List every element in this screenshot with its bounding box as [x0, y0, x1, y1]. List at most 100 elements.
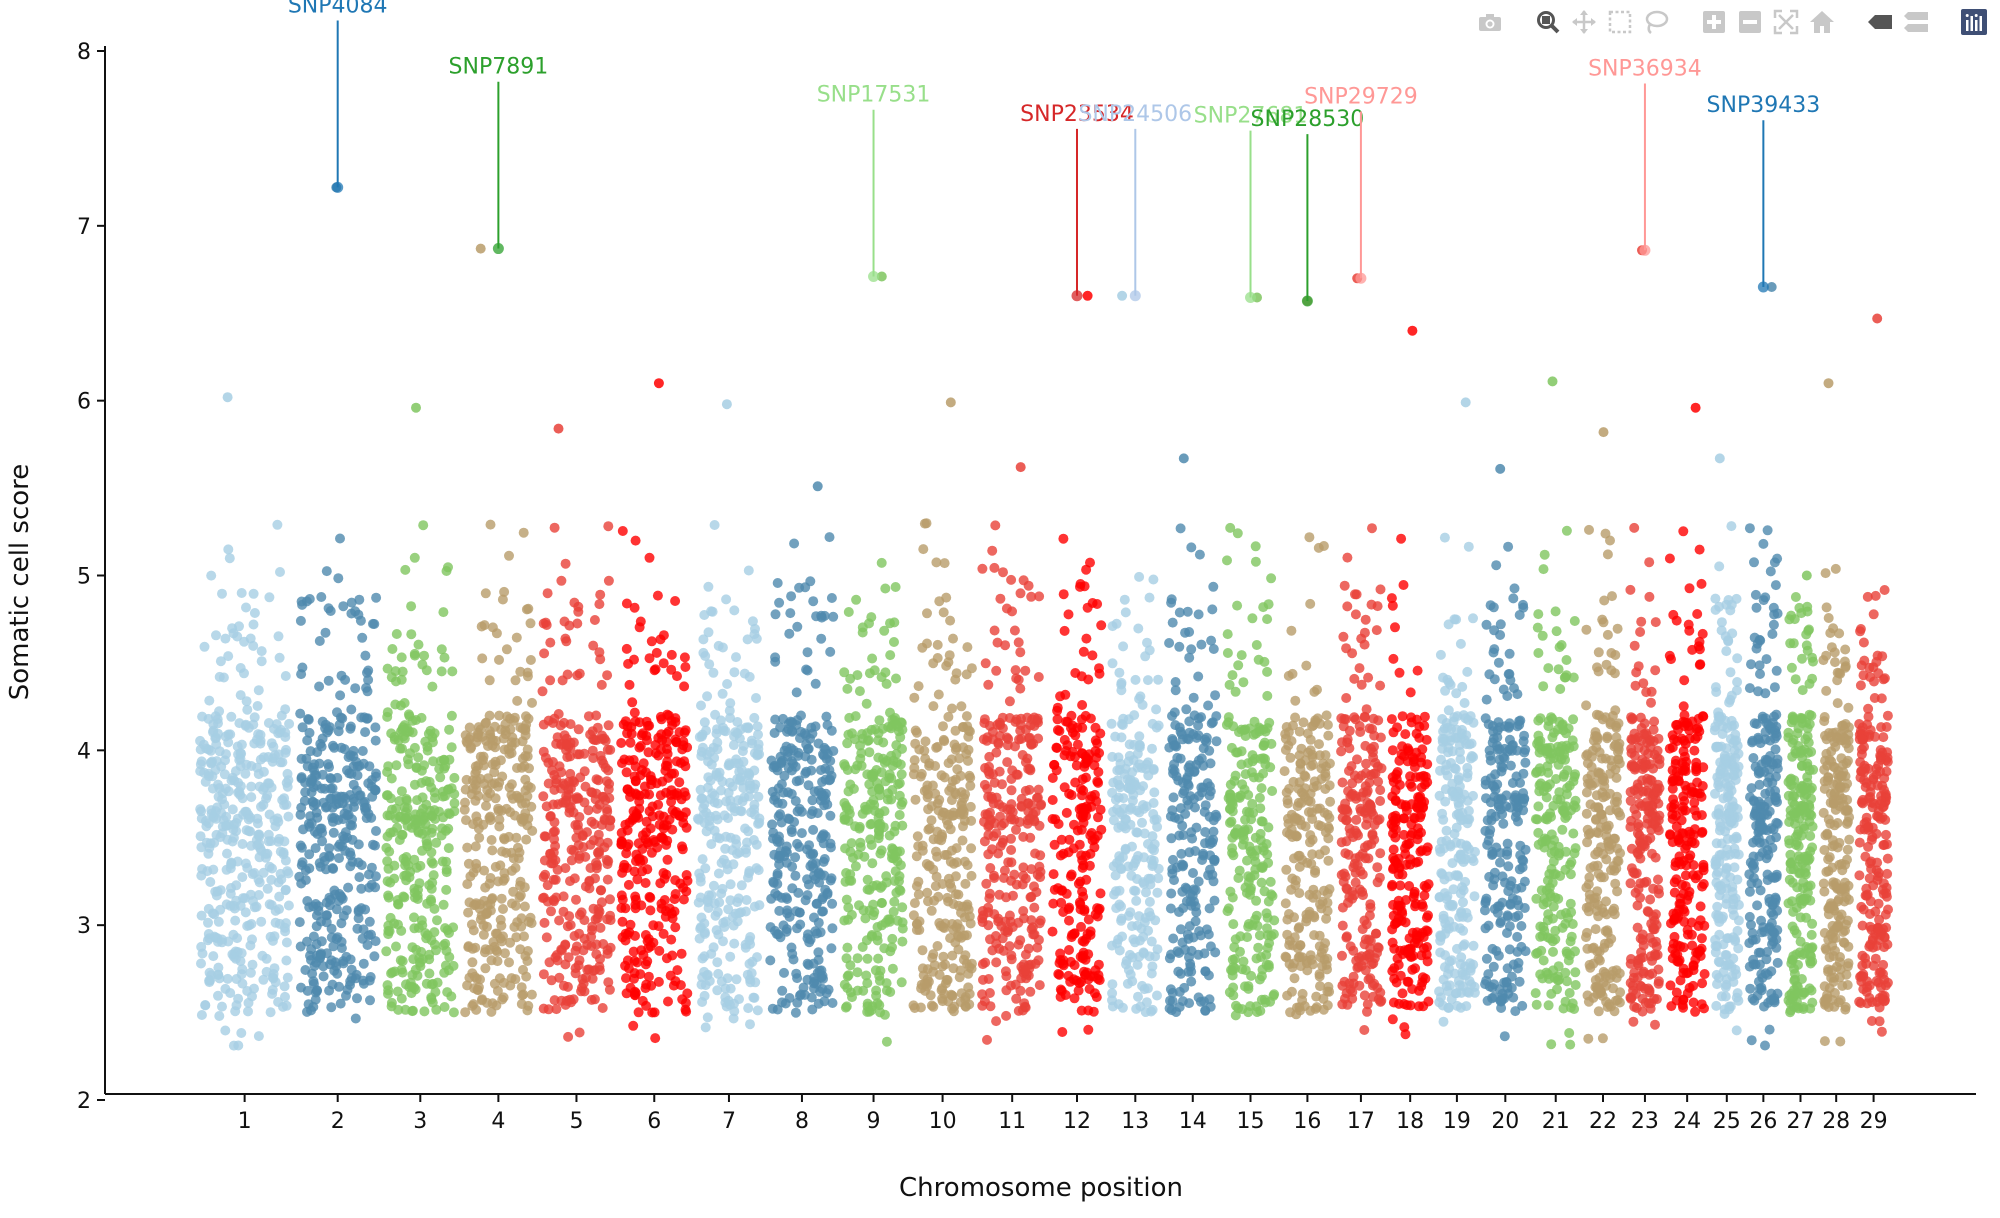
snp-point[interactable]: [1020, 949, 1031, 960]
snp-point[interactable]: [505, 980, 516, 991]
snp-point[interactable]: [1366, 839, 1377, 850]
snp-point[interactable]: [1295, 940, 1306, 951]
snp-point[interactable]: [1261, 959, 1272, 970]
snp-point[interactable]: [1373, 715, 1384, 726]
snp-point[interactable]: [981, 878, 992, 889]
snp-point[interactable]: [1062, 716, 1073, 727]
snp-point[interactable]: [237, 839, 248, 849]
snp-point[interactable]: [847, 992, 857, 1003]
snp-point[interactable]: [709, 520, 720, 530]
snp-point[interactable]: [1469, 891, 1480, 902]
snp-point[interactable]: [1129, 710, 1140, 721]
snp-point[interactable]: [441, 856, 452, 867]
snp-point[interactable]: [1247, 613, 1258, 624]
snp-point[interactable]: [1396, 533, 1407, 544]
snp-point[interactable]: [753, 791, 764, 802]
snp-point[interactable]: [346, 597, 357, 608]
snp-point[interactable]: [1386, 714, 1397, 725]
snp-point[interactable]: [955, 997, 966, 1007]
snp-point[interactable]: [354, 872, 365, 883]
snp-point[interactable]: [1256, 877, 1267, 888]
snp-point[interactable]: [658, 630, 669, 641]
snp-point[interactable]: [338, 601, 349, 612]
snp-point[interactable]: [1298, 717, 1309, 728]
snp-point[interactable]: [1230, 686, 1241, 697]
snp-point[interactable]: [1106, 718, 1117, 729]
snp-point[interactable]: [479, 778, 490, 789]
snp-point[interactable]: [518, 964, 528, 975]
snp-point[interactable]: [328, 863, 339, 874]
snp-point[interactable]: [662, 854, 673, 865]
snp-point[interactable]: [779, 770, 790, 781]
snp-point[interactable]: [268, 741, 279, 752]
snp-point[interactable]: [722, 864, 733, 875]
snp-point[interactable]: [260, 848, 271, 859]
snp-point[interactable]: [702, 1012, 713, 1023]
snp-point[interactable]: [578, 978, 589, 989]
snp-point[interactable]: [827, 898, 838, 909]
snp-point[interactable]: [1134, 731, 1145, 742]
snp-point[interactable]: [803, 879, 814, 890]
snp-point[interactable]: [628, 1020, 639, 1031]
snp-point[interactable]: [474, 832, 485, 843]
snp-point[interactable]: [1345, 941, 1356, 952]
snp-point[interactable]: [564, 911, 575, 922]
snp-point[interactable]: [1168, 764, 1178, 775]
snp-point[interactable]: [1225, 817, 1235, 828]
snp-point[interactable]: [222, 848, 232, 859]
snp-point[interactable]: [466, 919, 477, 930]
snp-point[interactable]: [1315, 981, 1325, 992]
snp-point[interactable]: [911, 851, 922, 862]
snp-point[interactable]: [240, 768, 251, 779]
snp-point[interactable]: [1066, 932, 1077, 943]
snp-point[interactable]: [864, 747, 875, 758]
snp-point[interactable]: [556, 575, 567, 586]
snp-point[interactable]: [1193, 730, 1204, 741]
snp-point[interactable]: [196, 958, 206, 969]
snp-point[interactable]: [624, 679, 635, 690]
snp-point[interactable]: [702, 691, 713, 702]
snp-point[interactable]: [630, 716, 641, 727]
snp-point[interactable]: [338, 910, 349, 921]
snp-point[interactable]: [370, 735, 381, 746]
snp-point[interactable]: [738, 740, 749, 751]
snp-point[interactable]: [841, 894, 852, 905]
snp-point[interactable]: [946, 845, 957, 856]
snp-point[interactable]: [241, 759, 252, 770]
snp-point[interactable]: [217, 934, 227, 945]
snp-point[interactable]: [955, 965, 966, 976]
snp-point[interactable]: [552, 955, 563, 966]
snp-point[interactable]: [743, 722, 754, 733]
snp-point[interactable]: [346, 973, 357, 984]
snp-point[interactable]: [490, 793, 501, 804]
snp-point[interactable]: [354, 594, 365, 605]
snp-point[interactable]: [1080, 710, 1091, 721]
snp-point[interactable]: [1386, 819, 1397, 830]
snp-point[interactable]: [213, 728, 223, 739]
snp-point[interactable]: [294, 917, 305, 928]
snp-point[interactable]: [480, 963, 491, 974]
snp-point[interactable]: [937, 996, 948, 1007]
snp-point[interactable]: [258, 784, 269, 795]
snp-point[interactable]: [1323, 730, 1334, 741]
snp-point[interactable]: [487, 845, 498, 856]
snp-point[interactable]: [362, 940, 373, 950]
snp-point[interactable]: [682, 988, 693, 999]
snp-point[interactable]: [1237, 839, 1248, 850]
snp-point[interactable]: [895, 732, 906, 743]
snp-point[interactable]: [937, 879, 948, 889]
snp-point[interactable]: [396, 786, 407, 797]
snp-point[interactable]: [549, 834, 560, 845]
snp-point[interactable]: [476, 621, 487, 632]
snp-point[interactable]: [1289, 973, 1300, 984]
snp-point[interactable]: [574, 668, 585, 679]
snp-point[interactable]: [622, 825, 633, 836]
snp-point[interactable]: [1357, 924, 1368, 935]
snp-point[interactable]: [966, 663, 977, 674]
snp-point[interactable]: [985, 863, 996, 873]
snp-point[interactable]: [617, 894, 628, 905]
snp-point[interactable]: [1222, 629, 1233, 640]
snp-point[interactable]: [1262, 614, 1273, 625]
snp-point[interactable]: [345, 861, 356, 872]
snp-point[interactable]: [887, 933, 898, 944]
